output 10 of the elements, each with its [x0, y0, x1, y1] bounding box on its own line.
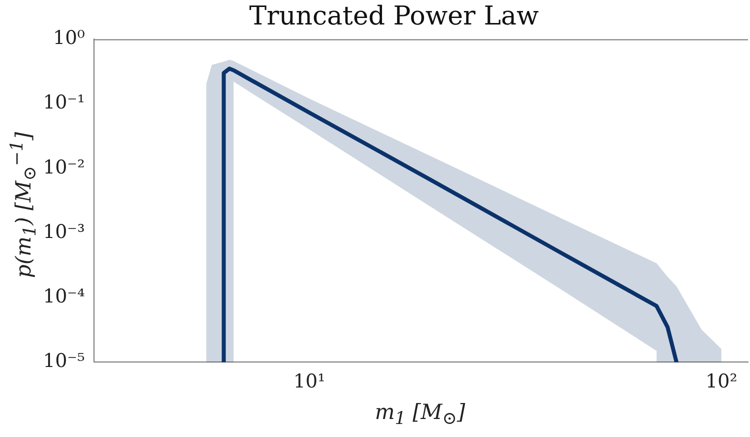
- x-tick-label: 10²: [706, 370, 738, 393]
- x-tick-label: 10¹: [293, 370, 326, 393]
- y-tick-label: 10⁻²: [42, 156, 85, 178]
- x-axis-title: m$_{1}$ [M$_{⊙}$]: [374, 400, 466, 430]
- y-tick-label: 10⁰: [53, 27, 86, 50]
- y-tick-label: 10⁻⁴: [42, 286, 86, 308]
- y-tick-label: 10⁻³: [42, 220, 85, 243]
- chart-title: Truncated Power Law: [249, 1, 539, 32]
- y-tick-label: 10⁻¹: [42, 92, 85, 114]
- y-tick-label: 10⁻⁵: [42, 350, 85, 372]
